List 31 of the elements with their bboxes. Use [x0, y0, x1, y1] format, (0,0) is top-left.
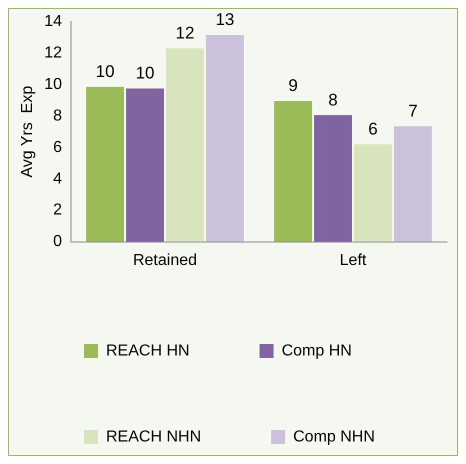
bar	[86, 86, 124, 242]
x-tick-label: Retained	[132, 252, 198, 269]
data-label: 6	[368, 119, 378, 138]
bar	[126, 88, 164, 242]
bar	[354, 144, 392, 242]
y-axis-title: Avg Yrs Exp	[19, 86, 36, 178]
data-label: 10	[136, 64, 154, 83]
bar	[166, 48, 204, 242]
y-tick-label: 0	[53, 233, 62, 250]
legend-label: REACH NHN	[106, 428, 202, 446]
y-tick-label: 6	[53, 138, 62, 156]
bar	[274, 101, 312, 242]
y-tick-label: 14	[44, 13, 62, 30]
data-label: 9	[288, 76, 298, 96]
legend-label: Comp HN	[282, 342, 352, 360]
x-tick-label: Left	[340, 252, 367, 269]
y-tick-label: 8	[53, 107, 62, 124]
y-tick-label: 10	[44, 76, 62, 93]
bar	[314, 115, 352, 242]
bar	[206, 34, 244, 242]
data-label: 10	[96, 62, 115, 82]
y-tick-label: 12	[44, 44, 62, 62]
data-label: 13	[215, 10, 234, 30]
bar	[394, 126, 432, 242]
data-label: 8	[328, 90, 338, 110]
legend-label: Comp NHN	[293, 428, 375, 446]
data-label: 7	[408, 101, 418, 120]
y-tick-label: 2	[53, 202, 62, 219]
data-label: 12	[176, 24, 194, 43]
y-tick-label: 4	[53, 170, 62, 188]
legend-label: REACH HN	[106, 342, 190, 360]
